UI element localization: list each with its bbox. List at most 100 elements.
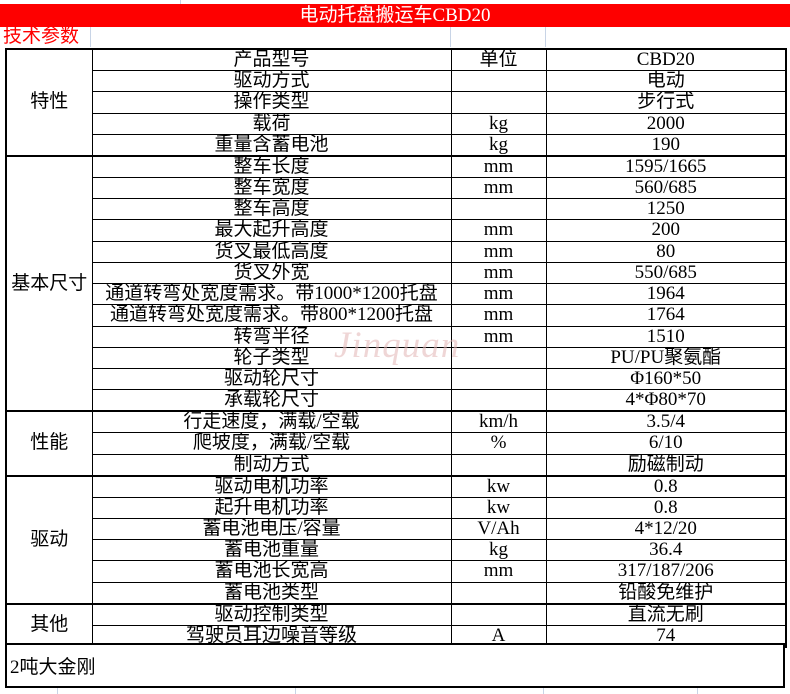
value-cell: 1510 [545, 325, 787, 348]
value-cell: 1595/1665 [545, 154, 787, 178]
param-cell: 操作类型 [91, 91, 452, 114]
category-cell-texing: 特性 [5, 48, 93, 157]
param-cell: 货叉最低高度 [91, 240, 452, 263]
unit-cell [450, 367, 547, 391]
unit-cell [450, 453, 547, 476]
table-row: 驱动轮尺寸 Φ160*50 [6, 367, 787, 391]
table-row: 起升电机功率 kw 0.8 [6, 496, 787, 519]
value-cell: PU/PU聚氨酯 [545, 346, 787, 370]
value-cell: 铅酸免维护 [545, 581, 787, 604]
param-cell: 行走速度，满载/空载 [91, 410, 452, 434]
table-row: 制动方式 励磁制动 [6, 453, 787, 476]
table-row: 蓄电池类型 铅酸免维护 [6, 581, 787, 604]
spec-table: 特性 产品型号 单位 CBD20 驱动方式 电动 操作类型 步行式 载荷 kg … [5, 48, 787, 648]
value-cell: 4*Φ80*70 [545, 389, 787, 412]
param-cell: 转弯半径 [91, 325, 452, 348]
param-cell: 通道转弯处宽度需求。带800*1200托盘 [91, 304, 452, 327]
value-cell: 2000 [545, 112, 787, 135]
table-row: 通道转弯处宽度需求。带800*1200托盘 mm 1764 [6, 304, 787, 327]
table-row: 载荷 kg 2000 [6, 112, 787, 135]
param-cell: 蓄电池电压/容量 [91, 517, 452, 541]
value-cell: 74 [545, 624, 787, 647]
param-cell: 承载轮尺寸 [91, 389, 452, 412]
value-cell: 6/10 [545, 432, 787, 455]
table-row: 驾驶员耳边噪音等级 A 74 [6, 624, 787, 647]
table-row: 通道转弯处宽度需求。带1000*1200托盘 mm 1964 [6, 282, 787, 306]
param-cell: 驱动控制类型 [91, 602, 452, 626]
title-banner: 电动托盘搬运车CBD20 [0, 4, 790, 27]
value-cell: 3.5/4 [545, 410, 787, 434]
value-cell: 80 [545, 240, 787, 263]
unit-cell: V/Ah [450, 517, 547, 541]
unit-cell [450, 91, 547, 114]
unit-cell: kw [450, 474, 547, 498]
unit-cell: kg [450, 133, 547, 157]
table-row: 驱动 驱动电机功率 kw 0.8 [5, 474, 787, 604]
sheet-gridline [450, 27, 451, 47]
value-cell: 0.8 [545, 474, 787, 498]
unit-cell [450, 389, 547, 412]
value-cell: 1764 [545, 304, 787, 327]
value-cell: 1250 [545, 197, 787, 221]
value-cell: CBD20 [545, 48, 787, 71]
tech-params-label: 技术参数 [3, 26, 80, 47]
value-cell: 步行式 [545, 91, 787, 114]
param-cell: 重量含蓄电池 [91, 133, 452, 157]
unit-cell: mm [450, 240, 547, 263]
sheet-gridline [90, 27, 91, 47]
value-cell: 电动 [545, 69, 787, 93]
sheet-gridline [180, 0, 181, 4]
value-cell: 560/685 [545, 176, 787, 200]
value-cell: 550/685 [545, 261, 787, 285]
table-row: 蓄电池长宽高 mm 317/187/206 [6, 560, 787, 583]
value-cell: 190 [545, 133, 787, 157]
param-cell: 最大起升高度 [91, 219, 452, 242]
param-cell: 驱动电机功率 [91, 474, 452, 498]
table-row: 整车高度 1250 [6, 197, 787, 221]
sheet-gridline [545, 27, 546, 47]
table-row: 蓄电池重量 kg 36.4 [6, 538, 787, 562]
param-cell: 货叉外宽 [91, 261, 452, 285]
unit-cell: kg [450, 112, 547, 135]
unit-cell: kg [450, 538, 547, 562]
param-cell: 制动方式 [91, 453, 452, 476]
table-row: 轮子类型 PU/PU聚氨酯 [6, 346, 787, 370]
value-cell: 励磁制动 [545, 453, 787, 476]
param-cell: 蓄电池重量 [91, 538, 452, 562]
unit-cell: km/h [450, 410, 547, 434]
unit-cell: mm [450, 304, 547, 327]
param-cell: 通道转弯处宽度需求。带1000*1200托盘 [91, 282, 452, 306]
param-cell: 驱动方式 [91, 69, 452, 93]
sheet-gridline [697, 688, 698, 694]
value-cell: Φ160*50 [545, 367, 787, 391]
category-cell-jibenchicun: 基本尺寸 [5, 154, 93, 412]
table-row: 其他 驱动控制类型 直流无刷 [5, 602, 787, 647]
value-cell: 317/187/206 [545, 560, 787, 583]
param-cell: 产品型号 [91, 48, 452, 71]
value-cell: 4*12/20 [545, 517, 787, 541]
unit-cell: mm [450, 282, 547, 306]
category-cell-xingneng: 性能 [5, 410, 93, 477]
category-cell-qudong: 驱动 [5, 474, 93, 604]
table-row: 基本尺寸 整车长度 mm 1595/1665 [5, 154, 787, 412]
param-cell: 蓄电池类型 [91, 581, 452, 604]
table-row: 整车宽度 mm 560/685 [6, 176, 787, 200]
unit-cell: mm [450, 261, 547, 285]
unit-cell: mm [450, 176, 547, 200]
footer-note-cell: 2吨大金刚 [5, 643, 785, 688]
param-cell: 整车长度 [91, 154, 452, 178]
param-cell: 整车宽度 [91, 176, 452, 200]
sheet-gridline [57, 688, 58, 694]
value-cell: 直流无刷 [545, 602, 787, 626]
unit-header-cell: 单位 [450, 48, 547, 71]
sheet-gridline [295, 688, 296, 694]
param-cell: 载荷 [91, 112, 452, 135]
unit-cell: mm [450, 154, 547, 178]
table-row: 重量含蓄电池 kg 190 [6, 133, 787, 157]
value-cell: 36.4 [545, 538, 787, 562]
value-cell: 1964 [545, 282, 787, 306]
value-cell: 0.8 [545, 496, 787, 519]
table-row: 转弯半径 mm 1510 [6, 325, 787, 348]
param-cell: 整车高度 [91, 197, 452, 221]
